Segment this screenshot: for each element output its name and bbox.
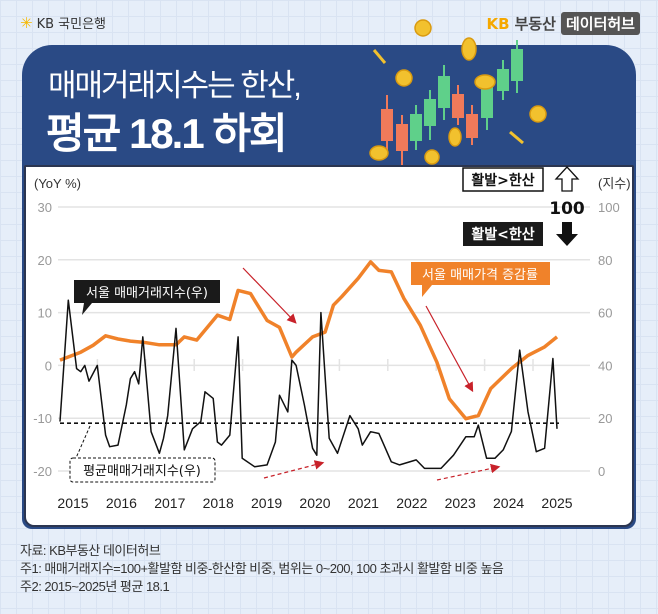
left-axis-label: (YoY %) bbox=[34, 176, 81, 191]
right-tick-label: 20 bbox=[598, 411, 612, 426]
coin-icon bbox=[424, 149, 440, 165]
x-tick-label: 2022 bbox=[396, 495, 427, 511]
active-lt-label: 활발<한산 bbox=[471, 226, 534, 243]
trend-arrow-up bbox=[436, 463, 501, 481]
candle-icon bbox=[438, 65, 450, 120]
title-line1: 매매거래지수는 한산, bbox=[48, 68, 302, 103]
average-callout-pointer bbox=[75, 425, 91, 459]
brand-box: 데이터허브 bbox=[560, 12, 640, 35]
series-line-trade-index bbox=[59, 299, 558, 470]
left-tick-label: 0 bbox=[45, 358, 52, 373]
right-tick-label: 60 bbox=[598, 306, 612, 321]
left-tick-label: 30 bbox=[38, 200, 52, 215]
brand-name: 부동산 bbox=[514, 15, 556, 33]
threshold-label: 100 bbox=[549, 199, 585, 219]
coin-icon bbox=[369, 145, 389, 161]
kb-star-icon: ✳ bbox=[20, 13, 33, 32]
arrow-up-icon bbox=[554, 166, 580, 192]
bank-name: KB 국민은행 bbox=[36, 17, 106, 32]
price-change-callout-label: 서울 매매가격 증감률 bbox=[422, 268, 538, 283]
right-tick-label: 100 bbox=[598, 200, 620, 215]
left-tick-label: 20 bbox=[38, 253, 52, 268]
kb-bank-logo: ✳ KB 국민은행 bbox=[20, 13, 106, 33]
title-line2: 평균 18.1 하회 bbox=[46, 110, 288, 157]
right-axis-label: (지수) bbox=[598, 176, 631, 191]
candle-icon bbox=[511, 40, 523, 93]
trade-index-callout-label: 서울 매매거래지수(우) bbox=[86, 286, 208, 301]
brand-kb: KB bbox=[486, 14, 510, 33]
active-gt-box bbox=[462, 167, 544, 192]
candle-icon bbox=[396, 115, 408, 165]
average-callout bbox=[69, 457, 216, 483]
trend-arrow-down bbox=[242, 267, 297, 324]
x-tick-label: 2024 bbox=[493, 495, 524, 511]
coin-icon bbox=[395, 69, 413, 87]
candle-icon bbox=[410, 105, 422, 150]
footer-source: 자료: KB부동산 데이터허브 bbox=[20, 543, 161, 558]
right-tick-label: 80 bbox=[598, 253, 612, 268]
coin-streak-icon bbox=[372, 49, 387, 64]
candle-icon bbox=[424, 90, 436, 140]
trend-arrow-down bbox=[425, 305, 474, 393]
coin-icon bbox=[529, 105, 547, 123]
candle-icon bbox=[381, 95, 393, 150]
left-tick-label: 10 bbox=[38, 306, 52, 321]
x-tick-label: 2020 bbox=[299, 495, 330, 511]
brand-logo: KB 부동산 데이터허브 bbox=[487, 12, 640, 35]
active-lt-box bbox=[463, 222, 543, 246]
trade-index-callout bbox=[74, 280, 220, 315]
candle-icon bbox=[466, 105, 478, 145]
coin-icon bbox=[474, 74, 496, 90]
candle-icon bbox=[497, 60, 509, 100]
coin-icon bbox=[414, 19, 432, 37]
x-tick-label: 2019 bbox=[251, 495, 282, 511]
x-tick-label: 2025 bbox=[541, 495, 572, 511]
coin-icon bbox=[461, 37, 477, 61]
x-tick-label: 2021 bbox=[348, 495, 379, 511]
price-change-callout bbox=[411, 262, 550, 297]
active-gt-label: 활발>한산 bbox=[471, 172, 534, 189]
candlestick-coins-illustration bbox=[369, 19, 547, 165]
x-tick-label: 2017 bbox=[154, 495, 185, 511]
candle-icon bbox=[452, 85, 464, 125]
x-tick-label: 2015 bbox=[57, 495, 88, 511]
series-line-price-change bbox=[59, 260, 559, 421]
coin-streak-icon bbox=[509, 130, 524, 145]
left-tick-label: -20 bbox=[33, 464, 52, 479]
x-tick-label: 2023 bbox=[445, 495, 476, 511]
coin-icon bbox=[448, 127, 462, 147]
footer-note1: 주1: 매매거래지수=100+활발함 비중-한산함 비중, 범위는 0~200,… bbox=[20, 561, 504, 576]
x-tick-label: 2018 bbox=[203, 495, 234, 511]
x-tick-label: 2016 bbox=[106, 495, 137, 511]
average-callout-label: 평균매매거래지수(우) bbox=[83, 464, 201, 479]
trend-arrow-up bbox=[263, 460, 325, 479]
right-tick-label: 0 bbox=[598, 464, 605, 479]
left-tick-label: -10 bbox=[33, 411, 52, 426]
arrow-down-icon bbox=[556, 222, 578, 246]
right-tick-label: 40 bbox=[598, 358, 612, 373]
footer-note2: 주2: 2015~2025년 평균 18.1 bbox=[20, 579, 170, 594]
